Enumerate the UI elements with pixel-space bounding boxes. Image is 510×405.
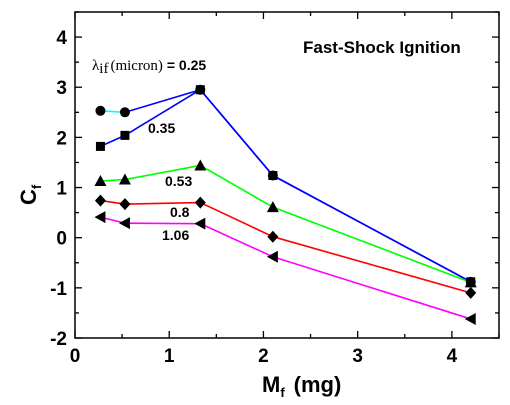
series-line-segment-0.35 [199,89,274,177]
data-point-0.25 [95,105,106,116]
series-line-segment-0.35 [124,89,201,137]
data-point-1.06 [266,250,278,263]
data-point-0.53 [194,159,207,171]
series-markers [94,84,477,325]
x-tick-label: 0 [70,346,81,367]
series-line-segment-0.53 [124,164,201,181]
y-axis-title: Cf [16,184,44,205]
x-tick-label: 4 [447,346,458,367]
series-line-segment-0.8 [124,201,201,205]
x-tick-label: 2 [258,346,269,367]
data-point-0.8 [194,196,206,209]
data-point-0.53 [266,201,279,213]
series-line-segment-0.8 [199,201,274,238]
data-point-0.25 [119,107,130,118]
data-point-0.8 [465,286,477,299]
data-point-0.53 [118,173,131,185]
series-line-segment-1.06 [272,255,471,320]
y-tick-label: -1 [50,279,67,300]
series-label-0.35: 0.35 [148,120,175,136]
y-tick-label: -2 [50,329,67,350]
data-point-0.53 [94,175,107,187]
data-point-0.8 [94,194,106,207]
series-line-segment-1.06 [199,222,274,258]
series-line-segment-0.53 [100,178,125,182]
data-point-0.35 [120,130,130,140]
data-point-0.35 [195,85,205,95]
y-tick-label: 2 [56,128,67,149]
x-tick-label: 1 [164,346,175,367]
chart-title: Fast-Shock Ignition [303,38,461,57]
series-line-segment-1.06 [124,222,201,225]
data-point-0.8 [267,230,279,243]
data-point-0.35 [95,141,105,151]
data-point-0.8 [119,198,131,211]
x-tick-label: 3 [352,346,363,367]
data-point-1.06 [464,312,476,325]
series-line-segment-0.53 [199,164,274,208]
data-point-0.35 [268,171,278,181]
y-tick-label: 3 [56,78,67,99]
series-line-segment-0.8 [272,235,471,294]
y-tick-label: 1 [56,179,67,200]
plot-frame [74,11,500,339]
x-axis-title: Mf (mg) [262,372,341,400]
y-tick-label: 4 [56,28,67,49]
data-point-1.06 [194,217,206,230]
series-line-segment-0.35 [272,174,472,283]
series-lines [100,88,472,320]
series-line-segment-0.25 [124,88,201,114]
data-point-1.06 [94,211,106,224]
data-point-0.53 [464,276,477,288]
series-label-1.06: 1.06 [162,227,189,243]
series-label-0.8: 0.8 [170,204,190,220]
axis-ticks: 0 1 2 3 4 -2 -1 0 1 2 3 4 [50,11,500,367]
y-tick-label: 0 [56,229,67,250]
series-label-0.53: 0.53 [165,173,192,189]
data-point-1.06 [118,217,130,230]
series-line-segment-0.53 [272,206,472,284]
legend-heading: λif (micron) = 0.25 [92,57,206,77]
